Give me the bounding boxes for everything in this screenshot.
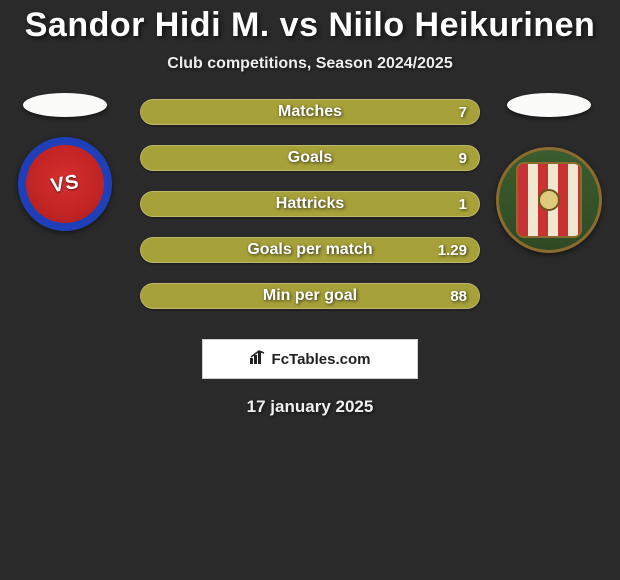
team-logo-right-shield <box>518 164 580 236</box>
stat-label: Goals per match <box>247 241 372 259</box>
site-attribution[interactable]: FcTables.com <box>202 339 418 379</box>
chart-icon <box>250 350 266 368</box>
site-attribution-label: FcTables.com <box>272 351 371 368</box>
player-left-oval <box>23 93 107 117</box>
stat-bar: Goals 9 <box>140 145 480 171</box>
stat-label: Hattricks <box>276 195 344 213</box>
player-right-badge <box>496 93 602 253</box>
stats-area: VS Matches 7 Goals 9 Hattricks 1 <box>0 99 620 309</box>
stat-label: Goals <box>288 149 332 167</box>
team-logo-left-text: VS <box>49 170 81 198</box>
stat-value: 1 <box>459 196 467 213</box>
stat-label: Matches <box>278 103 342 121</box>
stat-value: 7 <box>459 104 467 121</box>
stat-value: 88 <box>450 288 467 305</box>
stat-label: Min per goal <box>263 287 357 305</box>
stat-bar: Min per goal 88 <box>140 283 480 309</box>
team-logo-left: VS <box>18 137 112 231</box>
stat-bar: Matches 7 <box>140 99 480 125</box>
team-logo-right <box>496 147 602 253</box>
player-left-badge: VS <box>18 93 112 231</box>
team-logo-right-crest <box>538 189 560 211</box>
page-subtitle: Club competitions, Season 2024/2025 <box>167 55 452 73</box>
page-title: Sandor Hidi M. vs Niilo Heikurinen <box>25 6 596 45</box>
stat-bar: Goals per match 1.29 <box>140 237 480 263</box>
snapshot-date: 17 january 2025 <box>247 397 374 417</box>
stat-value: 9 <box>459 150 467 167</box>
comparison-infographic: Sandor Hidi M. vs Niilo Heikurinen Club … <box>0 0 620 580</box>
player-right-oval <box>507 93 591 117</box>
stat-value: 1.29 <box>438 242 467 259</box>
stat-bars: Matches 7 Goals 9 Hattricks 1 Goals per … <box>140 99 480 309</box>
stat-bar: Hattricks 1 <box>140 191 480 217</box>
